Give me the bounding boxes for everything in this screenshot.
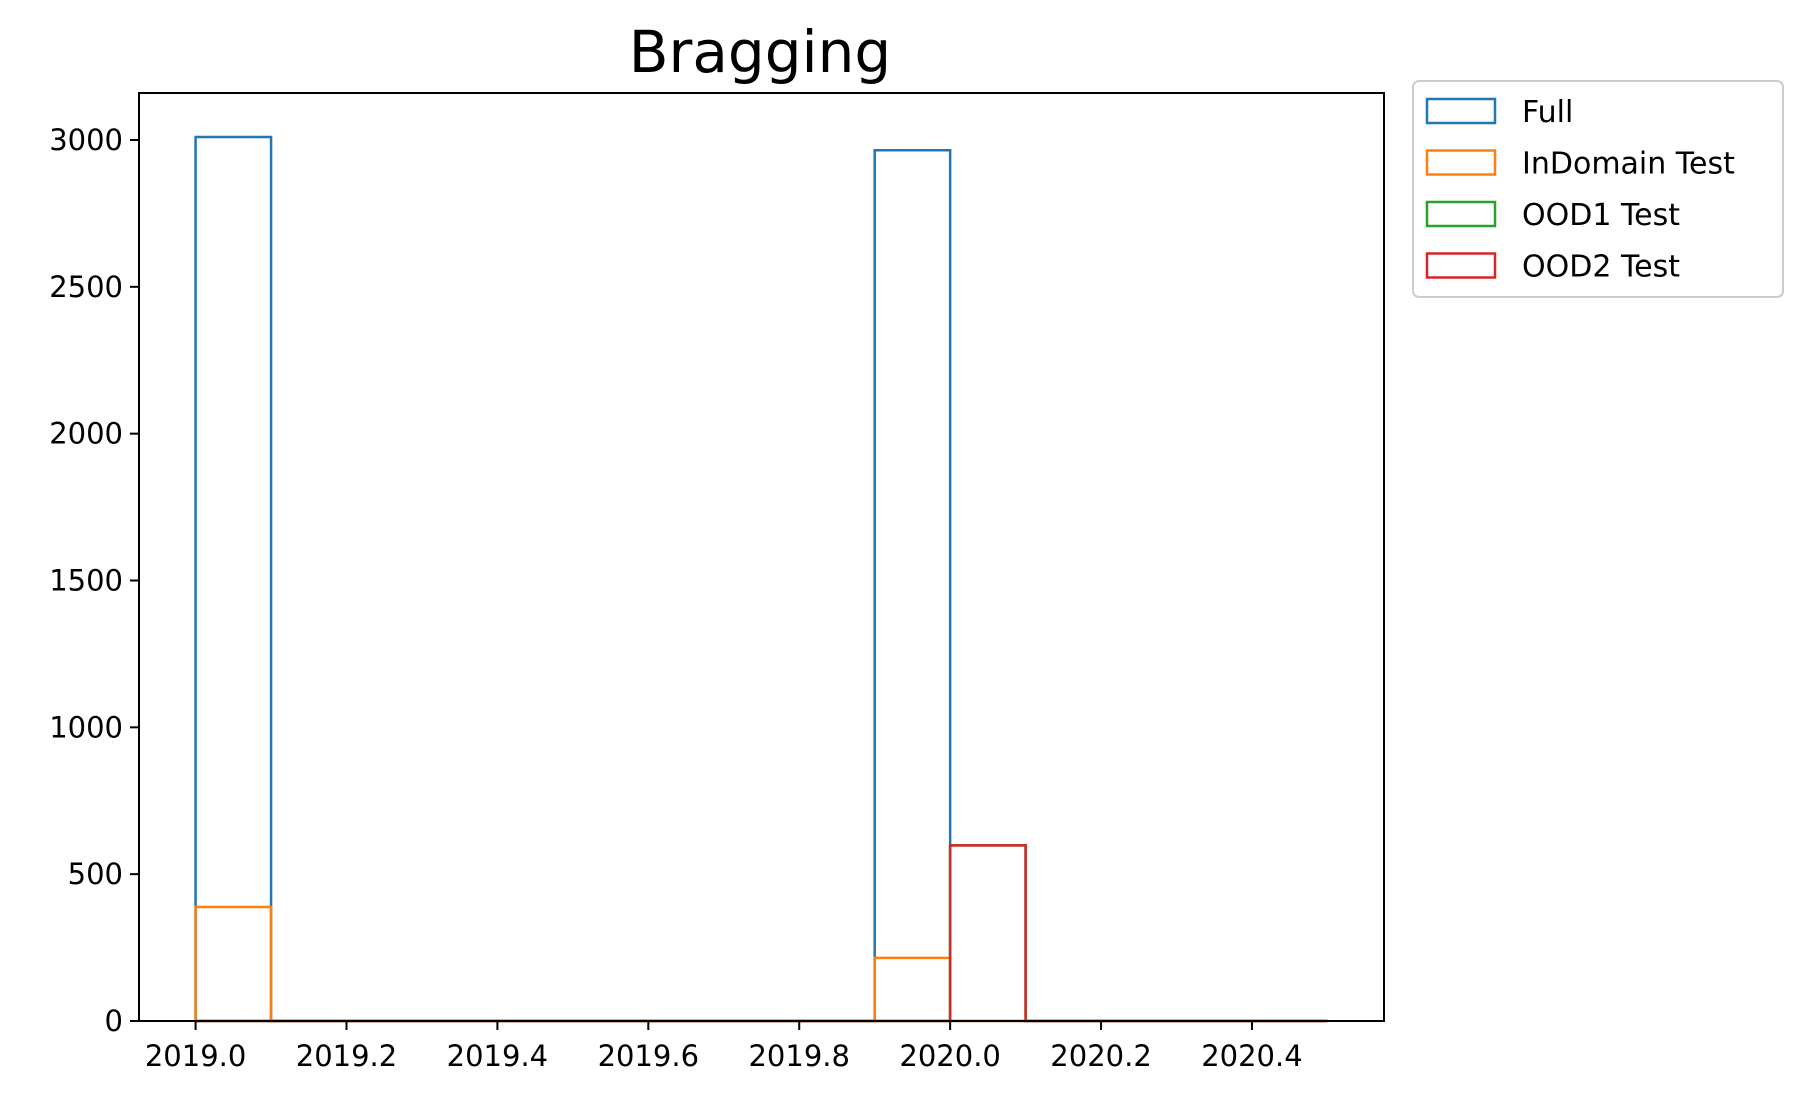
y-tick-label: 500 bbox=[68, 857, 123, 891]
legend-frame bbox=[1412, 80, 1784, 298]
legend-item-indomain-test: InDomain Test bbox=[1425, 147, 1735, 182]
legend: Full InDomain Test OOD1 Test OOD2 Test bbox=[1412, 80, 1784, 298]
legend-item-ood2-test: OOD2 Test bbox=[1425, 250, 1680, 285]
bar-full-bin-9 bbox=[875, 150, 950, 1021]
bar-indomain-test-bin-0 bbox=[196, 907, 271, 1021]
legend-swatch bbox=[1425, 97, 1497, 125]
y-tick-label: 1000 bbox=[49, 710, 123, 744]
y-tick-label: 1500 bbox=[49, 563, 123, 597]
legend-label: OOD1 Test bbox=[1522, 198, 1680, 233]
bar-ood1-test-bin-10 bbox=[950, 845, 1025, 1021]
series-indomain-test bbox=[194, 905, 1328, 1023]
x-tick-label: 2020.4 bbox=[1201, 1039, 1302, 1073]
legend-label: Full bbox=[1522, 95, 1573, 130]
legend-item-ood1-test: OOD1 Test bbox=[1425, 198, 1680, 233]
series-ood1-test bbox=[195, 844, 1328, 1023]
legend-label: OOD2 Test bbox=[1522, 250, 1680, 285]
legend-item-full: Full bbox=[1425, 95, 1573, 130]
x-tick-label: 2019.8 bbox=[748, 1039, 849, 1073]
bar-indomain-test-bin-9 bbox=[875, 958, 950, 1021]
series-outline-ood2-test bbox=[195, 844, 1328, 1023]
x-tick-label: 2019.6 bbox=[598, 1039, 699, 1073]
y-tick-label: 3000 bbox=[49, 123, 123, 157]
series-outline-ood1-test bbox=[195, 844, 1328, 1023]
y-axis: 0 500 1000 1500 2000 2500 3000 bbox=[49, 123, 139, 1038]
series-ood2-test bbox=[195, 844, 1328, 1023]
y-tick-label: 0 bbox=[105, 1004, 123, 1038]
x-tick-label: 2019.2 bbox=[296, 1039, 397, 1073]
x-tick-label: 2019.0 bbox=[145, 1039, 246, 1073]
series-outline-full bbox=[194, 135, 1328, 1023]
legend-swatch bbox=[1425, 149, 1497, 176]
legend-label: InDomain Test bbox=[1522, 147, 1735, 182]
legend-swatch bbox=[1425, 252, 1497, 279]
bar-full-bin-0 bbox=[196, 137, 271, 1021]
x-tick-label: 2020.2 bbox=[1050, 1039, 1151, 1073]
chart-title: Bragging bbox=[629, 18, 892, 86]
x-tick-label: 2019.4 bbox=[447, 1039, 548, 1073]
series-layer bbox=[194, 135, 1328, 1023]
series-outline-indomain-test bbox=[194, 905, 1328, 1023]
y-tick-label: 2000 bbox=[49, 417, 123, 451]
plot-frame bbox=[138, 92, 1385, 1022]
series-full bbox=[194, 135, 1328, 1023]
legend-swatch bbox=[1425, 200, 1497, 228]
x-axis: 2019.0 2019.2 2019.4 2019.6 2019.8 2020.0 2020… bbox=[145, 1021, 1303, 1073]
bar-ood2-test-bin-10 bbox=[950, 845, 1025, 1021]
x-tick-label: 2020.0 bbox=[899, 1039, 1000, 1073]
y-tick-label: 2500 bbox=[49, 270, 123, 304]
